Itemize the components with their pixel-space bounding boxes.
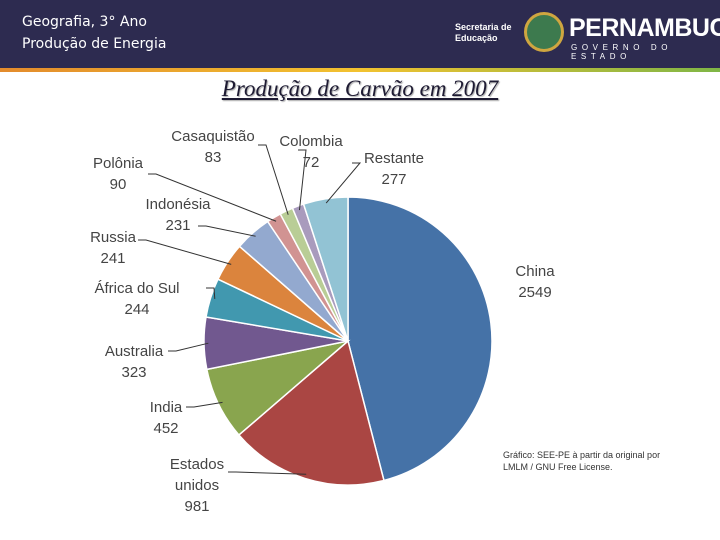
value-label: 90 <box>109 176 127 193</box>
leader-line <box>206 287 216 299</box>
slice-label: Colombia <box>279 133 343 150</box>
slice-label: Russia <box>90 229 136 246</box>
slice-label: África do Sul <box>94 280 180 297</box>
slice-label: Australia <box>104 343 164 360</box>
header-strip <box>0 68 720 72</box>
logo-small-1: Secretaria de <box>455 22 512 32</box>
logo-small-2: Educação <box>455 33 498 43</box>
pie-slice <box>347 196 493 482</box>
value-label: 323 <box>121 364 147 381</box>
slice-label: Indonésia <box>145 196 211 213</box>
leader-line <box>325 162 362 204</box>
slice-label: Estados unidos <box>169 456 225 494</box>
value-label: 244 <box>124 301 150 318</box>
slice-label: China <box>515 263 555 280</box>
leader-line <box>148 173 277 222</box>
leader-line <box>298 149 307 211</box>
slice-label: India <box>149 399 183 416</box>
leader-line <box>168 342 209 352</box>
value-label: 83 <box>204 149 222 166</box>
logo-emblem <box>524 12 564 52</box>
slice-label: Casaquistão <box>171 128 255 145</box>
leader-line <box>198 225 256 237</box>
chart-title: Produção de Carvão em 2007 <box>221 76 499 101</box>
value-label: 2549 <box>518 284 552 301</box>
value-label: 72 <box>302 154 320 171</box>
leader-line <box>138 239 232 265</box>
leader-line <box>258 144 289 215</box>
value-label: 277 <box>381 171 407 188</box>
header-line1: Geografia, 3° Ano <box>22 14 147 30</box>
logo-big: PERNAMBUCO <box>569 14 720 42</box>
slice-label: Restante <box>363 150 425 167</box>
logo-sub: GOVERNO DO ESTADO <box>571 43 673 61</box>
annotation: Gráfico: SEE-PE à partir da original por… <box>503 450 661 472</box>
leader-line <box>186 401 223 408</box>
value-label: 231 <box>165 217 191 234</box>
slice-label: Polônia <box>92 155 144 172</box>
header: Geografia, 3° Ano Produção de Energia Se… <box>0 0 720 68</box>
header-line2: Produção de Energia <box>22 36 167 52</box>
value-label: 241 <box>100 250 126 267</box>
pie-slice <box>237 339 385 486</box>
logo-small: Secretaria de Educação <box>455 22 512 44</box>
value-label: 981 <box>184 498 210 515</box>
leader-line <box>228 471 307 475</box>
value-label: 452 <box>153 420 179 437</box>
pie-slice <box>302 196 349 342</box>
